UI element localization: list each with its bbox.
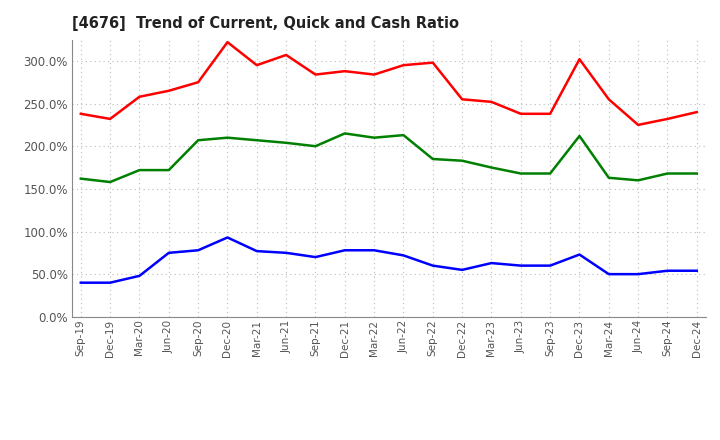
Quick Ratio <box>487 165 496 170</box>
Current Ratio <box>223 40 232 45</box>
Current Ratio <box>575 57 584 62</box>
Quick Ratio <box>546 171 554 176</box>
Quick Ratio <box>399 132 408 138</box>
Quick Ratio <box>253 138 261 143</box>
Text: [4676]  Trend of Current, Quick and Cash Ratio: [4676] Trend of Current, Quick and Cash … <box>72 16 459 32</box>
Cash Ratio <box>693 268 701 273</box>
Quick Ratio <box>458 158 467 163</box>
Cash Ratio <box>605 271 613 277</box>
Cash Ratio <box>487 260 496 266</box>
Current Ratio <box>546 111 554 117</box>
Current Ratio <box>605 97 613 102</box>
Cash Ratio <box>223 235 232 240</box>
Cash Ratio <box>194 248 202 253</box>
Cash Ratio <box>458 267 467 272</box>
Cash Ratio <box>634 271 642 277</box>
Cash Ratio <box>341 248 349 253</box>
Current Ratio <box>693 110 701 115</box>
Quick Ratio <box>223 135 232 140</box>
Current Ratio <box>487 99 496 105</box>
Current Ratio <box>516 111 525 117</box>
Quick Ratio <box>663 171 672 176</box>
Cash Ratio <box>164 250 173 256</box>
Current Ratio <box>663 116 672 121</box>
Quick Ratio <box>311 143 320 149</box>
Cash Ratio <box>370 248 379 253</box>
Current Ratio <box>311 72 320 77</box>
Cash Ratio <box>428 263 437 268</box>
Cash Ratio <box>253 249 261 254</box>
Current Ratio <box>399 62 408 68</box>
Quick Ratio <box>428 156 437 161</box>
Current Ratio <box>164 88 173 93</box>
Cash Ratio <box>311 254 320 260</box>
Current Ratio <box>428 60 437 65</box>
Quick Ratio <box>370 135 379 140</box>
Quick Ratio <box>634 178 642 183</box>
Current Ratio <box>370 72 379 77</box>
Current Ratio <box>634 122 642 128</box>
Cash Ratio <box>76 280 85 285</box>
Cash Ratio <box>575 252 584 257</box>
Quick Ratio <box>164 168 173 173</box>
Cash Ratio <box>106 280 114 285</box>
Cash Ratio <box>135 273 144 279</box>
Quick Ratio <box>575 133 584 139</box>
Current Ratio <box>341 69 349 74</box>
Quick Ratio <box>605 175 613 180</box>
Quick Ratio <box>693 171 701 176</box>
Quick Ratio <box>341 131 349 136</box>
Quick Ratio <box>282 140 290 146</box>
Quick Ratio <box>135 168 144 173</box>
Cash Ratio <box>516 263 525 268</box>
Quick Ratio <box>194 138 202 143</box>
Current Ratio <box>194 80 202 85</box>
Current Ratio <box>135 94 144 99</box>
Quick Ratio <box>76 176 85 181</box>
Quick Ratio <box>516 171 525 176</box>
Current Ratio <box>253 62 261 68</box>
Line: Current Ratio: Current Ratio <box>81 42 697 125</box>
Quick Ratio <box>106 180 114 185</box>
Current Ratio <box>282 52 290 58</box>
Current Ratio <box>76 111 85 117</box>
Current Ratio <box>106 116 114 121</box>
Current Ratio <box>458 97 467 102</box>
Cash Ratio <box>282 250 290 256</box>
Line: Cash Ratio: Cash Ratio <box>81 238 697 282</box>
Cash Ratio <box>663 268 672 273</box>
Line: Quick Ratio: Quick Ratio <box>81 133 697 182</box>
Cash Ratio <box>399 253 408 258</box>
Cash Ratio <box>546 263 554 268</box>
